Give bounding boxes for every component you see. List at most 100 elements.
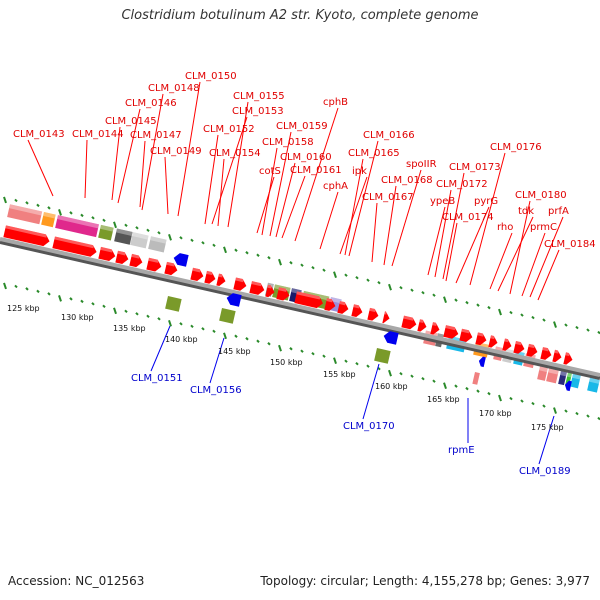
- forward-gene-shape: [164, 261, 178, 276]
- cog-box: [165, 296, 182, 312]
- forward-gene-shape: [417, 319, 427, 332]
- reverse-gene-arrow: [226, 293, 242, 307]
- cog-box: [537, 366, 548, 381]
- forward-gene-highlight: [565, 352, 570, 357]
- reverse-gene-feature: [219, 308, 236, 324]
- inner-tick: [542, 404, 546, 408]
- forward-gene-highlight: [554, 349, 559, 354]
- forward-gene-arrow: [459, 328, 473, 342]
- forward-gene-shape: [294, 291, 323, 309]
- outer-tick: [25, 201, 29, 205]
- leader-line: [139, 140, 146, 208]
- forward-gene-shape: [249, 281, 265, 295]
- leader-line: [489, 232, 513, 290]
- inner-tick: [553, 407, 557, 414]
- gene-label-rho: rho: [497, 222, 513, 233]
- gene-label-clm-0166: CLM_0166: [363, 130, 415, 141]
- outer-tick: [454, 298, 458, 302]
- inner-tick: [575, 411, 579, 416]
- inner-tick: [179, 322, 183, 326]
- kbp-tick-label: 135 kbp: [113, 324, 146, 333]
- kbp-tick-label: 170 kbp: [479, 409, 512, 418]
- cog-box: [98, 224, 114, 241]
- outer-tick: [344, 273, 348, 277]
- cog-box: [587, 377, 600, 393]
- inner-tick: [487, 391, 491, 396]
- outer-tick: [146, 228, 150, 233]
- gene-label-clm-0156: CLM_0156: [190, 385, 242, 396]
- gene-label-clm-0167: CLM_0167: [362, 192, 414, 203]
- kbp-tick-label: 165 kbp: [427, 395, 460, 404]
- cog-box-highlight: [43, 211, 56, 219]
- gene-label-clm-0160: CLM_0160: [280, 152, 332, 163]
- inner-tick: [157, 317, 161, 321]
- outer-tick: [465, 300, 469, 305]
- outer-tick: [212, 243, 216, 247]
- leader-line: [455, 206, 490, 284]
- leader-line: [344, 158, 364, 256]
- forward-gene-shape: [351, 304, 363, 318]
- leader-line: [442, 172, 465, 280]
- outer-tick: [69, 211, 73, 215]
- outer-tick: [575, 325, 579, 330]
- outer-tick: [91, 216, 95, 220]
- leader-line: [294, 107, 339, 242]
- leader-line: [362, 363, 380, 420]
- reverse-gene-feature: [472, 372, 480, 385]
- inner-tick: [113, 307, 117, 315]
- cog-box-highlight: [567, 372, 572, 378]
- forward-gene-arrow: [367, 307, 379, 321]
- leader-line: [141, 93, 164, 211]
- gene-label-clm-0152: CLM_0152: [203, 124, 255, 135]
- forward-gene-highlight: [353, 304, 360, 309]
- inner-tick: [520, 399, 524, 403]
- forward-gene-shape: [552, 349, 562, 363]
- cog-box: [558, 371, 567, 386]
- leader-line: [164, 156, 169, 215]
- forward-gene-arrow: [513, 340, 525, 354]
- forward-gene-shape: [459, 328, 473, 342]
- forward-gene-shape: [98, 246, 116, 262]
- outer-tick: [476, 303, 480, 307]
- cog-box-highlight: [57, 215, 99, 229]
- outer-tick: [80, 213, 84, 218]
- reverse-gene-feature: [478, 356, 486, 368]
- outer-tick: [432, 293, 436, 297]
- leader-line: [209, 337, 225, 384]
- inner-tick: [201, 327, 205, 331]
- inner-tick: [509, 396, 513, 401]
- forward-gene-shape: [190, 267, 204, 281]
- cog-box-highlight: [572, 373, 581, 380]
- outer-tick: [333, 271, 337, 279]
- outer-tick: [564, 323, 568, 327]
- outer-tick: [14, 198, 18, 203]
- forward-gene-arrow: [115, 250, 129, 264]
- gene-label-clm-0153: CLM_0153: [232, 106, 284, 117]
- inner-tick: [432, 379, 436, 383]
- cog-box: [546, 368, 559, 384]
- forward-gene-arrow: [294, 291, 323, 309]
- map-title: Clostridium botulinum A2 str. Kyoto, com…: [121, 8, 479, 23]
- forward-gene-arrow: [98, 246, 116, 262]
- forward-gene-arrow: [417, 319, 427, 332]
- gene-label-cpha: cphA: [323, 181, 348, 192]
- inner-tick: [289, 347, 293, 351]
- inner-tick: [146, 314, 150, 319]
- cog-box: [472, 372, 480, 385]
- leader-line: [319, 191, 339, 250]
- cog-box: [7, 204, 43, 225]
- inner-tick: [47, 292, 51, 296]
- forward-gene-arrow: [351, 304, 363, 318]
- gene-label-clm-0144: CLM_0144: [72, 129, 124, 140]
- forward-gene-highlight: [251, 281, 262, 287]
- gene-label-clm-0145: CLM_0145: [105, 116, 157, 127]
- inner-tick: [300, 349, 304, 353]
- forward-gene-arrow: [430, 322, 440, 335]
- forward-gene-highlight: [267, 284, 272, 289]
- leader-line: [427, 206, 446, 276]
- cog-box-highlight: [9, 204, 43, 216]
- leader-line: [256, 176, 275, 234]
- gene-label-clm-0180: CLM_0180: [515, 190, 567, 201]
